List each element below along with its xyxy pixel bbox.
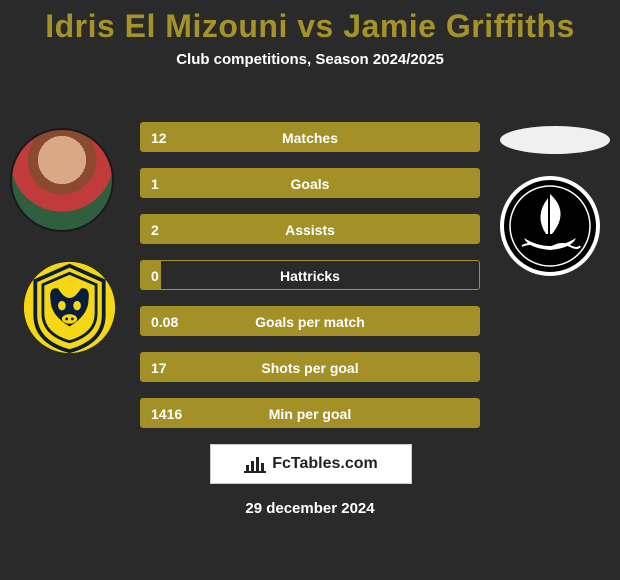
stat-label: Min per goal bbox=[141, 399, 479, 429]
stat-label: Assists bbox=[141, 215, 479, 245]
stat-row-assists: 2 Assists bbox=[140, 214, 480, 244]
stat-label: Goals bbox=[141, 169, 479, 199]
stat-label: Shots per goal bbox=[141, 353, 479, 383]
plymouth-argyle-icon bbox=[500, 176, 600, 276]
stat-row-goals: 1 Goals bbox=[140, 168, 480, 198]
date-label: 29 december 2024 bbox=[0, 500, 620, 517]
club-logo-right bbox=[500, 176, 600, 276]
stat-label: Goals per match bbox=[141, 307, 479, 337]
page-title: Idris El Mizouni vs Jamie Griffiths bbox=[0, 0, 620, 45]
oxford-united-icon bbox=[22, 260, 117, 355]
fctables-link[interactable]: FcTables.com bbox=[210, 444, 412, 484]
stat-row-goals-per-match: 0.08 Goals per match bbox=[140, 306, 480, 336]
club-logo-left bbox=[22, 260, 117, 355]
stats-list: 12 Matches 1 Goals 2 Assists 0 Hattricks… bbox=[140, 122, 480, 444]
stat-row-hattricks: 0 Hattricks bbox=[140, 260, 480, 290]
stat-row-matches: 12 Matches bbox=[140, 122, 480, 152]
subtitle: Club competitions, Season 2024/2025 bbox=[0, 51, 620, 68]
stat-row-min-per-goal: 1416 Min per goal bbox=[140, 398, 480, 428]
stat-label: Matches bbox=[141, 123, 479, 153]
stat-row-shots-per-goal: 17 Shots per goal bbox=[140, 352, 480, 382]
bar-chart-icon bbox=[244, 455, 266, 473]
stat-label: Hattricks bbox=[141, 261, 479, 291]
player-avatar-right bbox=[500, 126, 610, 154]
fctables-label: FcTables.com bbox=[272, 455, 378, 473]
player-avatar-left bbox=[10, 128, 114, 232]
